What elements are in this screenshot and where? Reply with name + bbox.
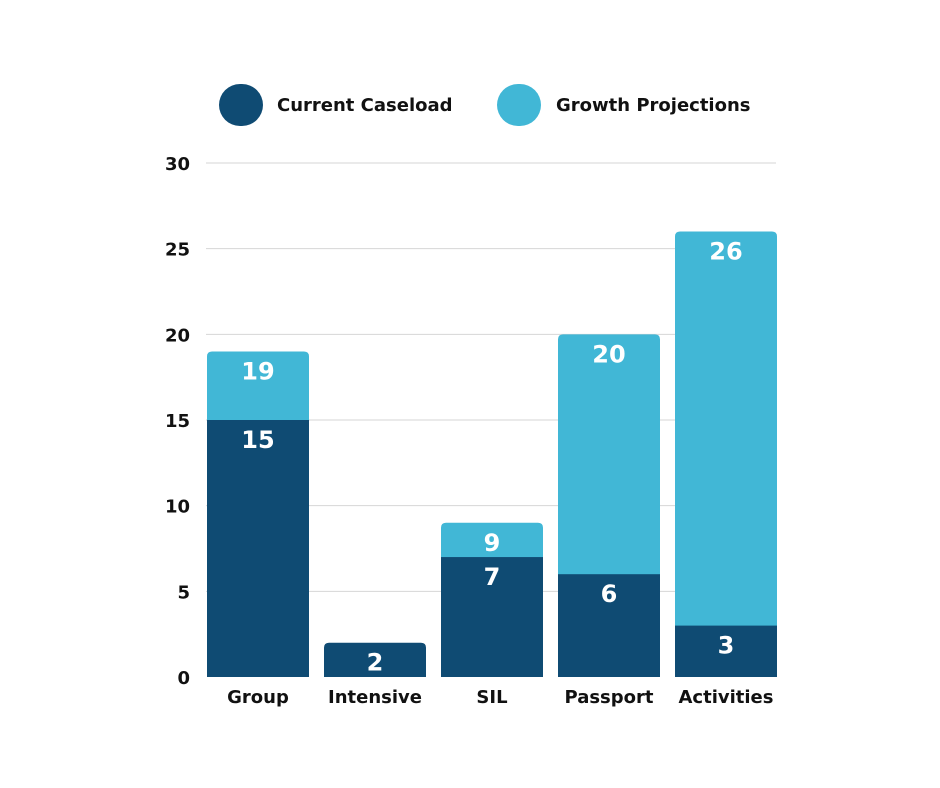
legend-label-growth-projections: Growth Projections — [556, 95, 750, 116]
legend: Current Caseload Growth Projections — [219, 84, 750, 126]
data-label-growth-activities: 26 — [709, 238, 742, 266]
data-label-current-sil: 7 — [484, 563, 501, 591]
bar-current-activities — [675, 625, 777, 677]
bar-current-intensive — [324, 642, 426, 677]
x-tick-label-activities: Activities — [679, 687, 774, 708]
y-tick-label: 15 — [165, 411, 190, 432]
data-label-current-passport: 6 — [601, 580, 618, 608]
x-tick-label-intensive: Intensive — [328, 687, 422, 708]
y-tick-label: 10 — [165, 497, 190, 518]
y-tick-label: 30 — [165, 154, 190, 175]
data-label-current-intensive: 2 — [367, 649, 384, 677]
legend-swatch-growth-projections — [497, 84, 541, 126]
x-tick-label-group: Group — [227, 687, 289, 708]
x-tick-label-sil: SIL — [476, 687, 507, 708]
y-tick-label: 20 — [165, 325, 190, 346]
legend-swatch-current-caseload — [219, 84, 263, 126]
x-tick-label-passport: Passport — [564, 687, 653, 708]
bar-growth-activities — [675, 231, 777, 627]
y-axis: 0 5 10 15 20 25 30 — [165, 154, 190, 689]
data-label-current-group: 15 — [241, 426, 274, 454]
bar-growth-sil — [441, 522, 543, 559]
bar-current-sil — [441, 557, 543, 677]
data-label-current-activities: 3 — [718, 632, 735, 660]
y-tick-label: 0 — [177, 668, 190, 689]
legend-label-current-caseload: Current Caseload — [277, 95, 453, 116]
bar-current-group — [207, 420, 309, 677]
bar-growth-group — [207, 351, 309, 421]
y-tick-label: 25 — [165, 240, 190, 261]
bar-current-passport — [558, 574, 660, 677]
bars — [207, 231, 777, 677]
data-label-growth-group: 19 — [241, 357, 274, 385]
data-labels: 19 15 2 9 7 20 6 26 3 — [241, 238, 742, 677]
x-axis: Group Intensive SIL Passport Activities — [227, 687, 773, 708]
data-label-growth-sil: 9 — [484, 529, 501, 557]
bar-growth-passport — [558, 334, 660, 576]
data-label-growth-passport: 20 — [592, 340, 625, 368]
y-tick-label: 5 — [177, 582, 190, 603]
